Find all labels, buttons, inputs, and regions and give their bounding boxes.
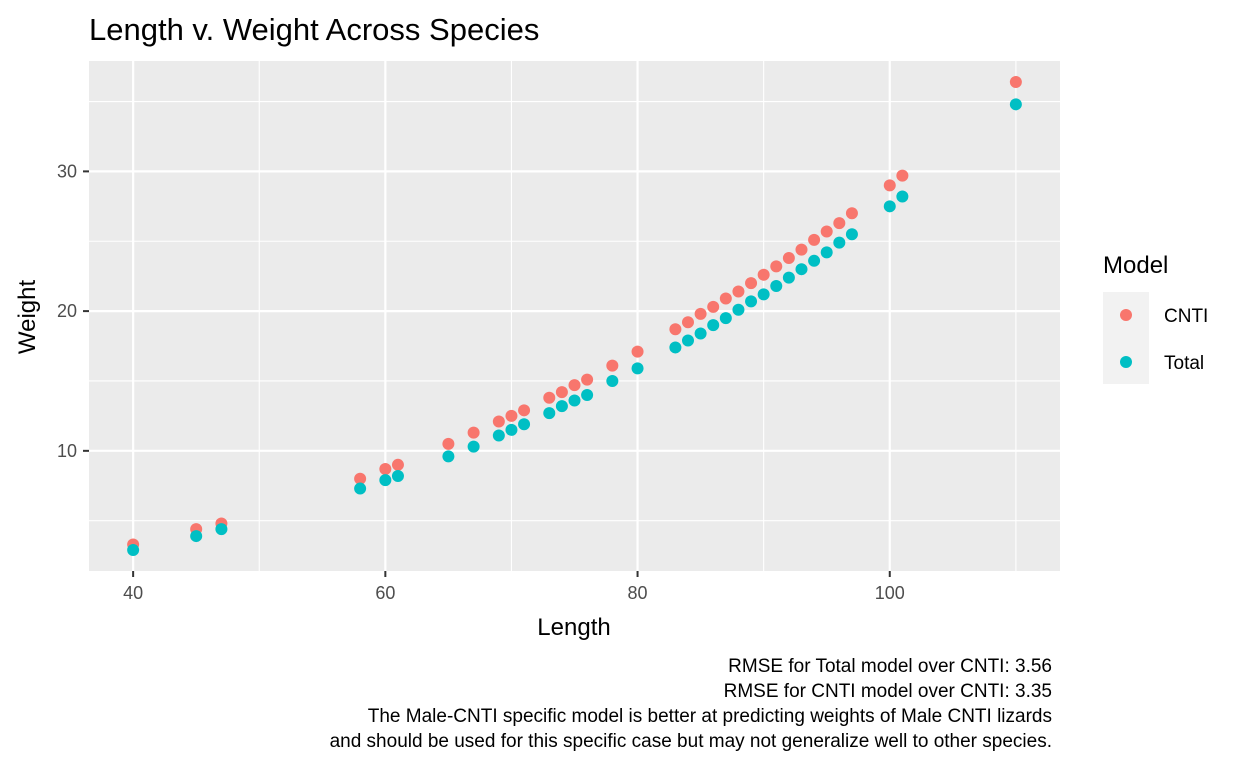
- caption-line: RMSE for Total model over CNTI: 3.56: [728, 656, 1052, 677]
- point-total: [391, 469, 404, 482]
- point-cnti: [770, 260, 783, 273]
- caption: RMSE for Total model over CNTI: 3.56 RMS…: [330, 656, 1052, 752]
- point-cnti: [820, 225, 833, 238]
- plot-panel: [89, 61, 1060, 571]
- x-tick-label: 100: [875, 583, 905, 603]
- chart-title: Length v. Weight Across Species: [89, 12, 539, 47]
- point-cnti: [681, 316, 694, 329]
- point-total: [770, 279, 783, 292]
- x-tick-label: 60: [375, 583, 395, 603]
- x-tick-label: 80: [628, 583, 648, 603]
- point-total: [568, 394, 581, 407]
- point-cnti: [896, 169, 909, 182]
- point-total: [732, 303, 745, 316]
- caption-line: RMSE for CNTI model over CNTI: 3.35: [724, 681, 1052, 702]
- point-cnti: [669, 323, 682, 336]
- point-total: [606, 374, 619, 387]
- point-cnti: [883, 179, 896, 192]
- point-total: [883, 200, 896, 213]
- y-tick-labels: 10 20 30: [57, 161, 77, 460]
- legend-key-background: [1103, 292, 1149, 384]
- legend: Model CNTI Total: [1103, 252, 1208, 384]
- point-total: [467, 440, 480, 453]
- point-total: [492, 429, 505, 442]
- y-axis-title: Weight: [14, 280, 41, 355]
- point-total: [896, 190, 909, 203]
- point-total: [190, 530, 203, 543]
- legend-label: Total: [1164, 353, 1204, 374]
- y-tick-label: 20: [57, 301, 77, 321]
- point-cnti: [555, 386, 568, 399]
- point-cnti: [467, 426, 480, 439]
- point-total: [745, 295, 758, 308]
- data-points: [127, 75, 1022, 557]
- point-cnti: [492, 415, 505, 428]
- point-cnti: [845, 207, 858, 220]
- x-tick-labels: 40 60 80 100: [123, 583, 905, 603]
- point-cnti: [808, 233, 821, 246]
- point-cnti: [581, 373, 594, 386]
- y-tick-label: 30: [57, 161, 77, 181]
- point-total: [833, 236, 846, 249]
- point-cnti: [745, 277, 758, 290]
- point-total: [820, 246, 833, 259]
- point-total: [505, 423, 518, 436]
- point-total: [669, 341, 682, 354]
- point-cnti: [505, 409, 518, 422]
- point-cnti: [694, 307, 707, 320]
- legend-key-cnti: [1120, 309, 1132, 321]
- point-cnti: [518, 404, 531, 417]
- point-cnti: [543, 391, 556, 404]
- legend-title: Model: [1103, 252, 1168, 279]
- point-total: [379, 474, 392, 487]
- point-total: [795, 263, 808, 276]
- point-cnti: [442, 437, 455, 450]
- point-cnti: [606, 359, 619, 372]
- point-total: [354, 482, 367, 495]
- point-cnti: [757, 268, 770, 281]
- point-cnti: [354, 472, 367, 485]
- point-cnti: [707, 300, 720, 313]
- point-total: [518, 418, 531, 431]
- point-cnti: [391, 458, 404, 471]
- point-total: [631, 362, 644, 375]
- legend-label: CNTI: [1164, 306, 1208, 327]
- point-cnti: [782, 252, 795, 265]
- point-total: [694, 327, 707, 340]
- point-total: [1009, 98, 1022, 111]
- point-total: [757, 288, 770, 301]
- point-total: [581, 388, 594, 401]
- point-cnti: [833, 217, 846, 230]
- point-total: [127, 544, 140, 557]
- point-total: [442, 450, 455, 463]
- point-total: [543, 407, 556, 420]
- point-total: [555, 400, 568, 413]
- point-total: [845, 228, 858, 241]
- point-cnti: [379, 463, 392, 475]
- caption-line: The Male-CNTI specific model is better a…: [368, 706, 1052, 727]
- point-cnti: [1009, 75, 1022, 88]
- point-cnti: [795, 243, 808, 256]
- caption-line: and should be used for this specific cas…: [330, 731, 1052, 752]
- point-total: [782, 271, 795, 284]
- legend-key-total: [1120, 356, 1132, 368]
- x-axis-title: Length: [537, 614, 610, 641]
- point-cnti: [631, 345, 644, 358]
- point-total: [215, 523, 228, 536]
- point-cnti: [719, 292, 732, 305]
- point-cnti: [568, 379, 581, 392]
- point-total: [681, 334, 694, 347]
- axis-ticks: [83, 170, 891, 577]
- legend-items: CNTI Total: [1120, 306, 1208, 374]
- point-total: [808, 254, 821, 267]
- y-tick-label: 10: [57, 441, 77, 461]
- point-total: [707, 319, 720, 332]
- point-total: [719, 312, 732, 325]
- x-tick-label: 40: [123, 583, 143, 603]
- point-cnti: [732, 285, 745, 298]
